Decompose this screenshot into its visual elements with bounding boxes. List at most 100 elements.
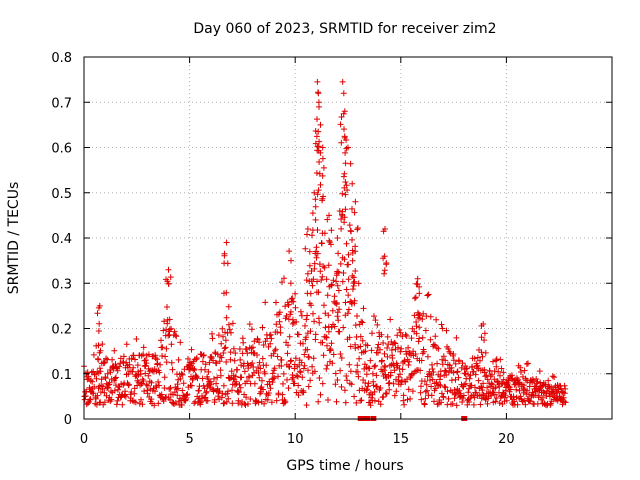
data-point bbox=[144, 382, 151, 389]
data-point bbox=[427, 313, 434, 320]
data-point bbox=[398, 345, 405, 352]
data-point bbox=[275, 390, 282, 397]
data-point bbox=[353, 399, 360, 406]
data-point bbox=[125, 381, 132, 388]
data-point bbox=[148, 379, 155, 386]
data-point bbox=[233, 380, 240, 387]
data-point bbox=[277, 329, 284, 336]
data-point bbox=[333, 299, 340, 306]
data-point bbox=[496, 383, 503, 390]
data-point bbox=[200, 352, 207, 359]
data-point bbox=[339, 278, 346, 285]
data-point bbox=[188, 382, 195, 389]
data-point bbox=[371, 363, 378, 370]
data-point bbox=[424, 353, 431, 360]
data-point bbox=[382, 371, 389, 378]
data-point bbox=[295, 382, 302, 389]
data-point bbox=[470, 401, 477, 408]
data-point bbox=[468, 382, 475, 389]
data-point bbox=[347, 160, 354, 167]
data-point bbox=[205, 368, 212, 375]
data-point bbox=[416, 335, 423, 342]
data-point bbox=[86, 396, 93, 403]
data-point bbox=[411, 312, 418, 319]
data-point bbox=[347, 343, 354, 350]
data-point bbox=[381, 270, 388, 277]
data-point bbox=[413, 323, 420, 330]
data-point bbox=[374, 383, 380, 390]
data-point bbox=[337, 121, 344, 128]
data-point bbox=[215, 332, 222, 339]
data-point bbox=[207, 385, 213, 391]
data-point bbox=[306, 262, 313, 269]
data-point bbox=[516, 387, 523, 394]
data-point bbox=[196, 383, 203, 390]
data-point bbox=[384, 333, 391, 340]
data-point bbox=[341, 214, 348, 221]
data-point bbox=[500, 376, 507, 383]
data-point bbox=[473, 389, 480, 396]
data-point bbox=[471, 355, 478, 362]
data-point bbox=[345, 261, 352, 268]
data-point bbox=[262, 299, 269, 306]
data-point bbox=[413, 280, 420, 287]
data-point bbox=[343, 286, 350, 293]
data-point bbox=[145, 372, 152, 379]
data-point bbox=[269, 379, 276, 386]
data-point bbox=[365, 380, 372, 387]
data-point bbox=[393, 388, 400, 395]
data-point bbox=[222, 329, 228, 336]
data-point bbox=[411, 295, 418, 302]
data-point bbox=[338, 355, 345, 361]
data-point bbox=[341, 126, 347, 133]
data-point bbox=[99, 341, 106, 348]
data-point bbox=[456, 358, 463, 365]
data-point bbox=[333, 278, 340, 285]
data-point bbox=[478, 334, 485, 341]
data-point bbox=[472, 371, 479, 378]
data-point bbox=[540, 389, 547, 396]
data-point bbox=[141, 363, 148, 370]
data-point bbox=[261, 370, 268, 377]
data-point bbox=[374, 321, 381, 328]
data-point bbox=[352, 243, 359, 250]
data-point bbox=[338, 216, 345, 223]
data-point bbox=[183, 392, 190, 399]
data-point bbox=[315, 289, 322, 296]
data-point bbox=[165, 280, 172, 287]
data-point bbox=[158, 337, 164, 344]
data-point bbox=[285, 342, 291, 349]
data-point bbox=[360, 305, 367, 312]
data-point bbox=[341, 133, 348, 140]
data-point bbox=[267, 385, 274, 392]
data-point bbox=[320, 352, 327, 359]
data-point bbox=[386, 379, 393, 386]
x-tick-label: 20 bbox=[498, 432, 515, 447]
data-point bbox=[416, 324, 423, 331]
data-point bbox=[346, 334, 353, 341]
data-point bbox=[101, 399, 108, 406]
data-point bbox=[313, 254, 320, 261]
data-point bbox=[292, 304, 299, 311]
data-point bbox=[345, 251, 352, 258]
data-point bbox=[225, 321, 232, 328]
data-point bbox=[119, 401, 126, 408]
data-point bbox=[391, 339, 398, 346]
data-point bbox=[270, 350, 277, 357]
data-point bbox=[465, 371, 471, 378]
data-point bbox=[401, 401, 408, 408]
data-point bbox=[364, 342, 371, 349]
data-point bbox=[324, 216, 331, 223]
data-point bbox=[303, 316, 310, 323]
data-point bbox=[356, 355, 363, 362]
data-point bbox=[386, 386, 393, 393]
data-point bbox=[267, 340, 274, 347]
data-point bbox=[134, 362, 141, 369]
data-point bbox=[94, 310, 101, 317]
data-point bbox=[562, 399, 569, 406]
data-point bbox=[164, 304, 170, 310]
data-point bbox=[256, 374, 263, 381]
data-point bbox=[143, 360, 150, 367]
data-point bbox=[81, 396, 88, 403]
data-point bbox=[221, 250, 228, 257]
